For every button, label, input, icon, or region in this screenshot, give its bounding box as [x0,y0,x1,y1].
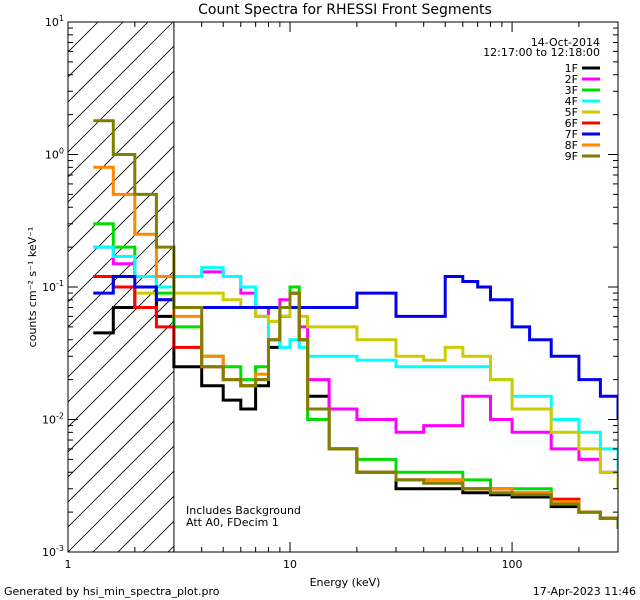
legend-label-3F: 3F [565,84,578,97]
series-6F-line [93,275,618,529]
y-tick-label: 100 [45,147,64,162]
hatch-line [68,95,174,203]
hatch-line [68,22,174,128]
series-layer [93,119,618,529]
hatch-line [68,420,174,528]
series-4F-line [93,245,618,473]
x-tick-label: 1 [65,558,72,571]
y-tick-label: 10-3 [42,544,64,559]
time-range-annotation: 12:17:00 to 12:18:00 [483,46,600,59]
legend-label-9F: 9F [565,150,578,163]
background-note: Includes Background [186,504,301,517]
legend-label-4F: 4F [565,95,578,108]
hatched-region [68,22,640,552]
y-tick-label: 101 [45,14,64,29]
y-axis-label: counts cm⁻² s⁻¹ keV⁻¹ [26,227,39,348]
legend-label-8F: 8F [565,139,578,152]
legend-label-7F: 7F [565,128,578,141]
hatch-line [68,395,174,503]
x-axis-label: Energy (keV) [310,576,381,589]
legend-label-1F: 1F [565,62,578,75]
generated-by: Generated by hsi_min_spectra_plot.pro [4,585,220,598]
y-tick-label: 10-2 [42,412,64,427]
chart-title: Count Spectra for RHESSI Front Segments [198,2,492,18]
legend-label-2F: 2F [565,73,578,86]
hatch-line [68,195,174,303]
date-annotation: 14-Oct-2014 [531,36,600,49]
attenuator-note: Att A0, FDecim 1 [186,516,279,529]
series-9F-line [93,119,618,529]
hatch-line [68,445,174,552]
legend-label-5F: 5F [565,106,578,119]
hatch-line [68,220,174,328]
x-tick-label: 100 [502,558,523,571]
hatch-line [68,370,174,478]
hatch-line [68,45,174,153]
timestamp: 17-Apr-2023 11:46 [533,585,636,598]
hatch-line [618,22,640,552]
series-3F-line [93,222,618,529]
hatch-line [68,70,174,178]
hatch-line [518,22,640,552]
x-tick-label: 10 [283,558,297,571]
legend-label-6F: 6F [565,117,578,130]
series-7F-line [93,275,618,420]
x-axis: 1 10 100 [65,22,619,571]
y-tick-label: 10-1 [42,279,64,294]
y-axis: 101 100 10-1 10-2 10-3 [42,14,618,559]
